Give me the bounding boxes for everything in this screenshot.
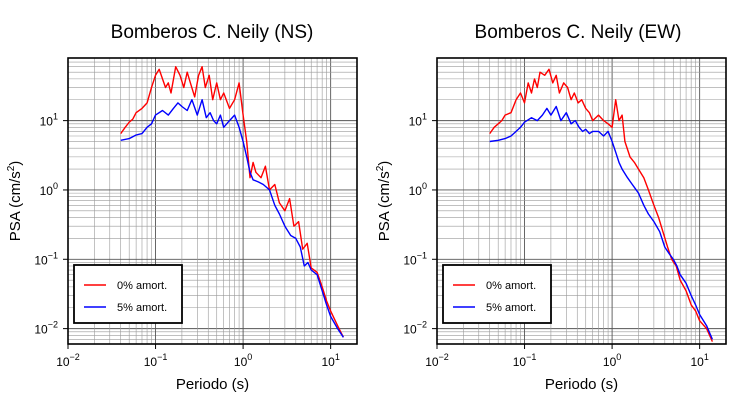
x-tick-label: 101	[321, 352, 339, 369]
series-line-undamped-ew	[489, 68, 714, 342]
y-tick-label: 100	[409, 181, 427, 198]
y-tick-label: 10−1	[403, 250, 427, 267]
y-tick-label: 100	[40, 181, 58, 198]
legend-label-damped: 5% amort.	[486, 302, 536, 314]
x-tick-exponent: 0	[616, 352, 621, 362]
x-tick-label: 100	[234, 352, 252, 369]
y-axis-label-ns: PSA (cm/s2)	[6, 161, 24, 242]
legend-label-damped: 5% amort.	[117, 302, 167, 314]
x-tick-exponent: 1	[704, 352, 709, 362]
y-axis-label-superscript: 2	[6, 165, 17, 171]
x-tick-label: 10−1	[144, 352, 168, 369]
plot-frame-ns	[67, 57, 358, 345]
chart-title-ew: Bomberos C. Neily (EW)	[475, 22, 682, 43]
chart-panel-ew: Bomberos C. Neily (EW) 10−2 10−1 100 10110−…	[375, 22, 727, 393]
legend-box	[73, 264, 183, 324]
y-axis-label-end: )	[376, 161, 393, 166]
x-tick-label: 10−2	[425, 352, 449, 369]
plot-frame-ew	[436, 57, 727, 345]
legend-box	[442, 264, 552, 324]
x-tick-label: 10−1	[513, 352, 537, 369]
x-tick-label: 10−2	[56, 352, 80, 369]
legend-ew: 0% amort. 5% amort.	[442, 264, 552, 324]
y-tick-label: 10−2	[34, 320, 58, 337]
y-axis-label-end: )	[7, 161, 24, 166]
series-line-damped-ew	[489, 105, 714, 340]
y-tick-exponent: 0	[422, 181, 427, 191]
x-tick-exponent: 1	[335, 352, 340, 362]
x-tick-exponent: −2	[439, 352, 449, 362]
y-tick-exponent: −1	[417, 250, 427, 260]
legend-label-undamped: 0% amort.	[486, 280, 536, 292]
chart-title-ns: Bomberos C. Neily (NS)	[111, 22, 314, 43]
legend-ns: 0% amort. 5% amort.	[73, 264, 183, 324]
y-axis-label-superscript: 2	[375, 165, 386, 171]
y-tick-exponent: 1	[53, 112, 58, 122]
y-tick-exponent: −1	[48, 250, 58, 260]
x-tick-exponent: −1	[157, 352, 167, 362]
chart-panel-ns: Bomberos C. Neily (NS) 10−2 10−1 100 10110−…	[6, 22, 358, 393]
series-line-undamped-ns	[120, 65, 345, 338]
x-axis-label-ns: Periodo (s)	[176, 376, 249, 393]
y-tick-exponent: −2	[48, 320, 58, 330]
x-axis-label-ew: Periodo (s)	[545, 376, 618, 393]
x-tick-exponent: 0	[247, 352, 252, 362]
x-tick-exponent: −2	[70, 352, 80, 362]
y-tick-exponent: −2	[417, 320, 427, 330]
y-tick-label: 101	[409, 112, 427, 129]
y-tick-exponent: 1	[422, 112, 427, 122]
y-tick-exponent: 0	[53, 181, 58, 191]
x-tick-label: 101	[690, 352, 708, 369]
y-tick-label: 10−2	[403, 320, 427, 337]
series-line-damped-ns	[120, 98, 344, 338]
y-axis-label-ew: PSA (cm/s2)	[375, 161, 393, 242]
x-tick-exponent: −1	[526, 352, 536, 362]
y-tick-label: 101	[40, 112, 58, 129]
x-tick-label: 100	[603, 352, 621, 369]
legend-label-undamped: 0% amort.	[117, 280, 167, 292]
y-tick-label: 10−1	[34, 250, 58, 267]
